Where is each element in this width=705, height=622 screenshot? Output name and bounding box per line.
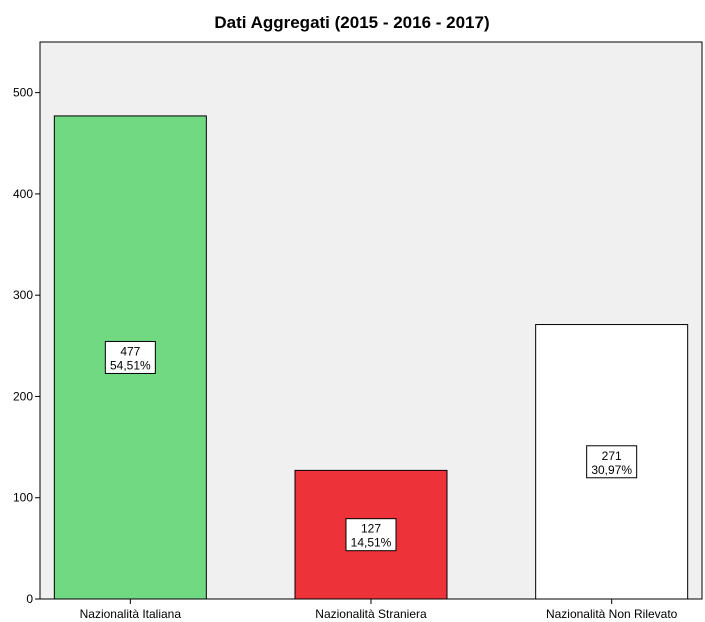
y-tick-label: 300: [13, 288, 33, 302]
x-axis: Nazionalità Italiana Nazionalità Stranier…: [80, 599, 678, 621]
category-label: Nazionalità Italiana: [80, 607, 182, 621]
y-tick-label: 100: [13, 491, 33, 505]
category-label: Nazionalità Non Rilevato: [546, 607, 678, 621]
data-label-value: 477: [120, 344, 140, 358]
y-tick-label: 200: [13, 389, 33, 403]
y-tick-label: 500: [13, 86, 33, 100]
data-label-value: 271: [602, 449, 622, 463]
category-label: Nazionalità Straniera: [315, 607, 427, 621]
y-tick-label: 0: [26, 592, 33, 606]
data-label-box: [345, 518, 397, 552]
data-label-percent: 54,51%: [110, 358, 151, 372]
data-label-percent: 14,51%: [351, 536, 392, 550]
data-label-box: [104, 340, 156, 374]
data-label-value: 127: [361, 522, 381, 536]
data-label-percent: 30,97%: [591, 463, 632, 477]
y-axis: 0 100 200 300 400 500: [13, 86, 40, 606]
chart-title: Dati Aggregati (2015 - 2016 - 2017): [214, 13, 489, 32]
y-tick-label: 400: [13, 187, 33, 201]
data-label-box: [586, 445, 638, 479]
